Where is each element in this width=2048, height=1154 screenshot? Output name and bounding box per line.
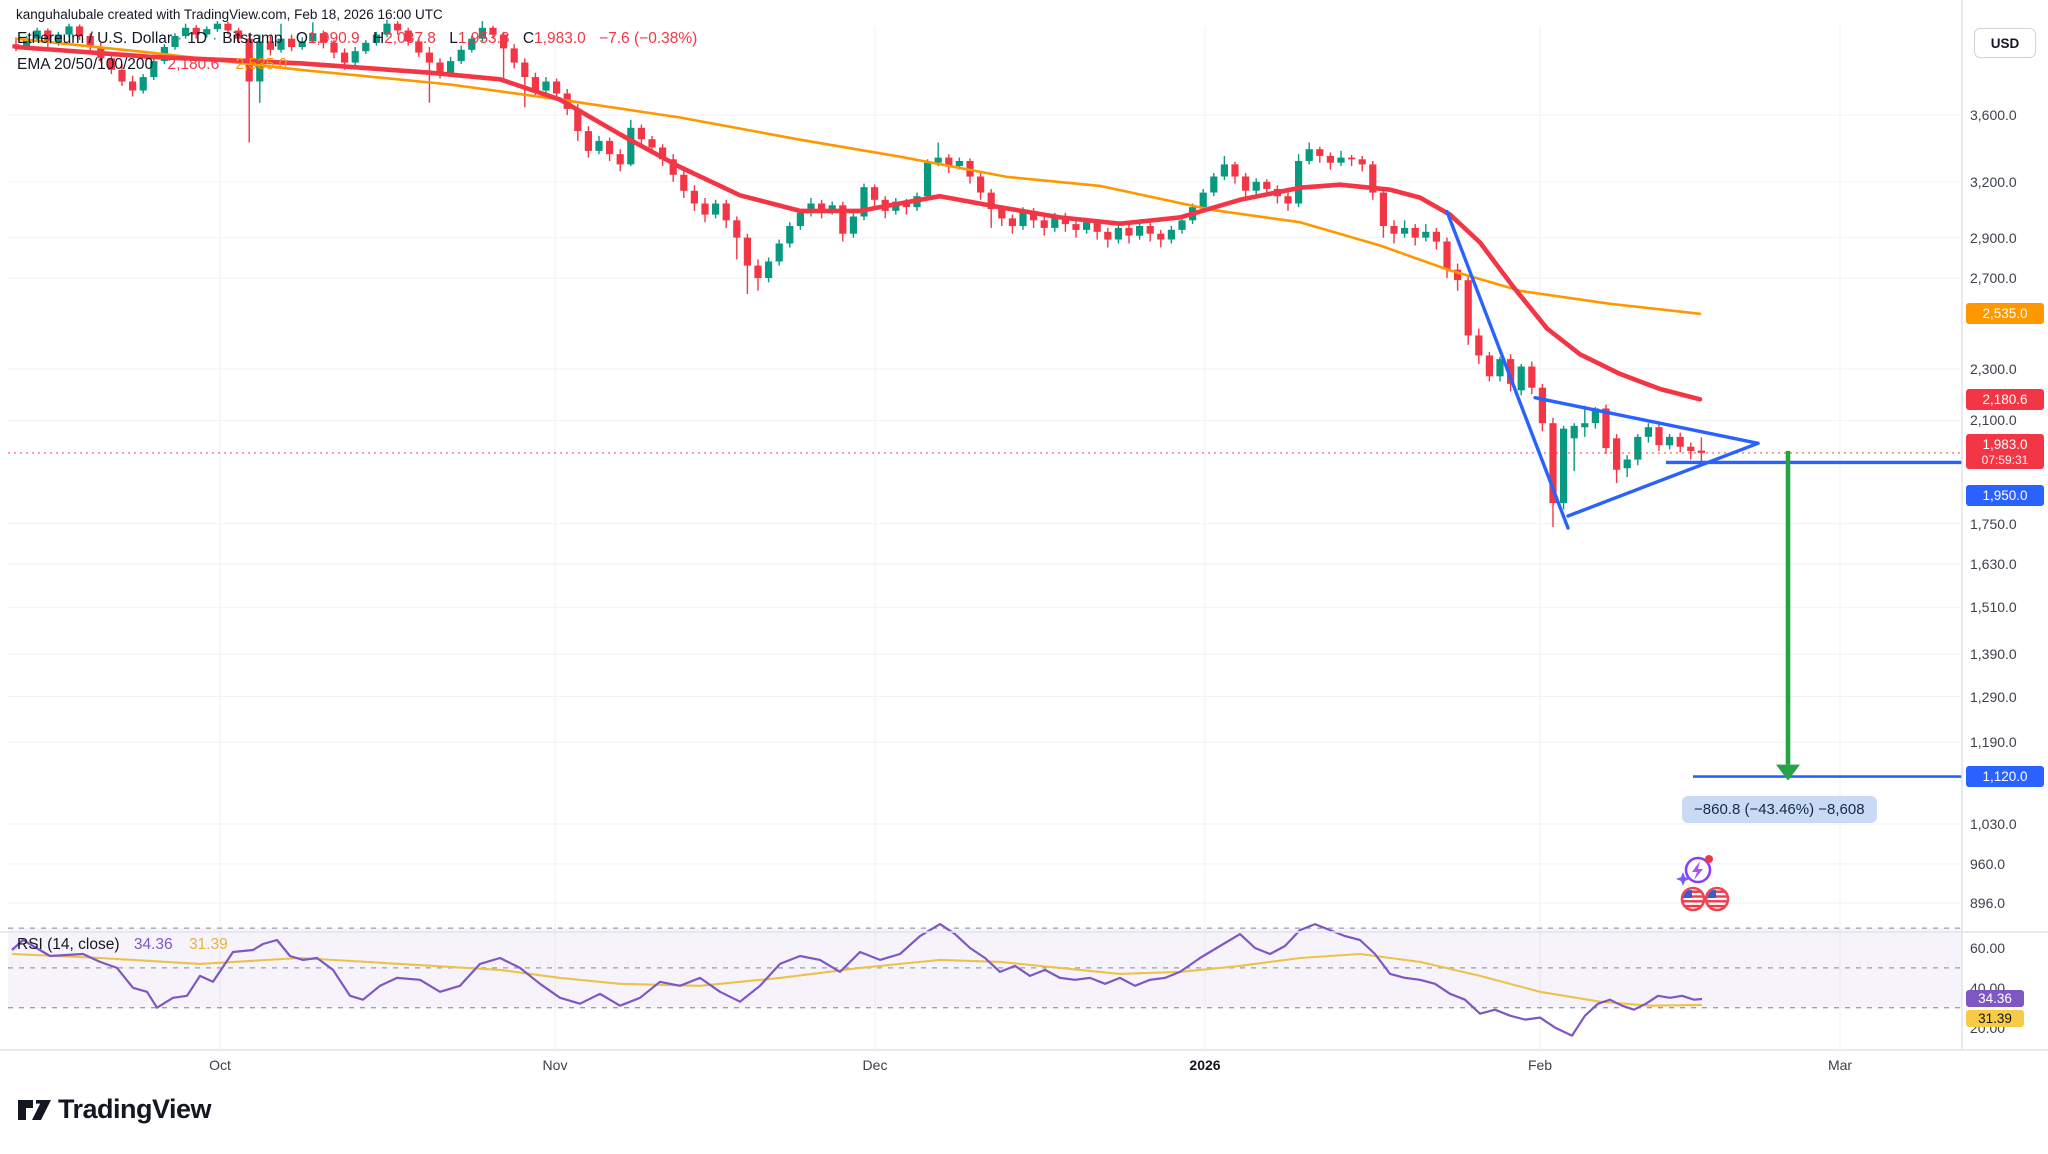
rsi-tick-label: 60.00 [1970, 940, 2006, 956]
measure-annotation-label[interactable]: −860.8 (−43.46%) −8,608 [1682, 796, 1877, 823]
economic-event-flag-icons[interactable] [1678, 884, 1734, 919]
price-tick-label: 1,630.0 [1970, 556, 2017, 572]
time-tick-label: Feb [1527, 1057, 1553, 1073]
exchange-label: Bitstamp [222, 30, 283, 47]
ema-label[interactable]: EMA 20/50/100/200 [17, 56, 154, 73]
price-tick-label: 3,600.0 [1970, 107, 2017, 123]
time-tick-label: Mar [1827, 1057, 1853, 1073]
change-value: −7.6 (−0.38%) [599, 30, 698, 47]
price-tick-label: 3,200.0 [1970, 174, 2017, 190]
price-tick-label: 2,900.0 [1970, 230, 2017, 246]
ema-legend: EMA 20/50/100/200 2,180.6 2,535.0 [17, 56, 287, 74]
tradingview-logo-icon [16, 1095, 54, 1130]
ohlc-close-key: C [522, 30, 535, 47]
interval-label[interactable]: 1D [187, 30, 208, 47]
ohlc-low-value: 1,953.8 [457, 30, 510, 47]
time-tick-label: Nov [542, 1057, 568, 1073]
symbol-name[interactable]: Ethereum / U.S. Dollar [17, 30, 173, 47]
price-tick-label: 960.0 [1970, 856, 2006, 872]
ema20-value: 2,180.6 [167, 56, 220, 73]
rsi-axis-badge: 34.36 [1966, 990, 2024, 1007]
price-tick-label: 1,750.0 [1970, 516, 2017, 532]
time-tick-label: 2026 [1189, 1057, 1221, 1073]
ohlc-low-key: L [449, 30, 458, 47]
ohlc-open-key: O [295, 30, 308, 47]
time-tick-label: Oct [209, 1057, 231, 1073]
countdown-timer: 07:59:31 [1981, 453, 2029, 467]
rsi-value: 34.36 [133, 936, 173, 953]
price-tick-label: 1,290.0 [1970, 689, 2017, 705]
price-axis-badge: 1,950.0 [1966, 485, 2044, 506]
ohlc-high-value: 2,037.8 [384, 30, 436, 47]
time-tick-label: Dec [862, 1057, 888, 1073]
time-axis[interactable] [0, 1050, 1962, 1084]
price-tick-label: 1,030.0 [1970, 816, 2017, 832]
price-axis-badge: 1,120.0 [1966, 766, 2044, 787]
rsi-legend: RSI (14, close) 34.36 31.39 [17, 936, 228, 954]
price-tick-label: 2,300.0 [1970, 361, 2017, 377]
currency-toggle-button[interactable]: USD [1974, 28, 2036, 58]
ohlc-open-value: 1,990.9 [307, 30, 360, 47]
creator-credit: kanguhalubale created with TradingView.c… [16, 7, 443, 22]
price-tick-label: 1,510.0 [1970, 599, 2017, 615]
ai-sparkle-icon[interactable] [1674, 850, 1720, 895]
rsi-label[interactable]: RSI (14, close) [17, 936, 120, 953]
ohlc-close-value: 1,983.0 [534, 30, 586, 47]
price-axis-badge: 2,535.0 [1966, 303, 2044, 324]
price-tick-label: 1,190.0 [1970, 734, 2017, 750]
price-tick-label: 2,700.0 [1970, 270, 2017, 286]
symbol-legend: Ethereum / U.S. Dollar · 1D · Bitstamp O1,99… [17, 30, 698, 47]
tradingview-wordmark: TradingView [58, 1094, 212, 1124]
price-axis-badge: 2,180.6 [1966, 389, 2044, 410]
ema50-value: 2,535.0 [235, 56, 288, 73]
ohlc-high-key: H [372, 30, 385, 47]
price-tick-label: 896.0 [1970, 895, 2006, 911]
rsi-ma-value: 31.39 [188, 936, 228, 953]
price-tick-label: 1,390.0 [1970, 646, 2017, 662]
price-tick-label: 2,100.0 [1970, 412, 2017, 428]
rsi-axis-badge: 31.39 [1966, 1010, 2024, 1027]
price-axis-badge: 1,983.0 07:59:31 [1966, 434, 2044, 469]
